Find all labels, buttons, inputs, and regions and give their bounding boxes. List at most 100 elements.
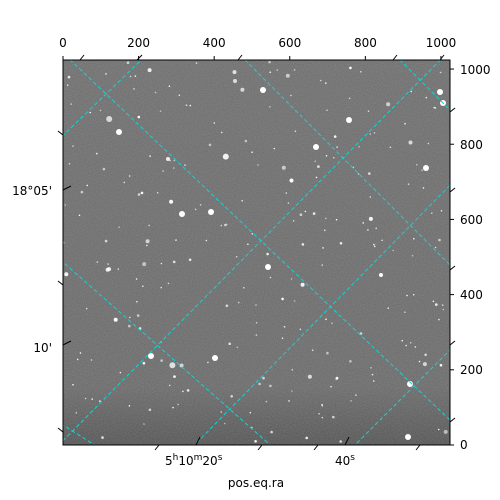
y-tick-label-600: 600 — [460, 213, 483, 227]
star — [213, 122, 216, 124]
star — [422, 187, 425, 189]
star — [169, 362, 176, 369]
star — [438, 318, 440, 321]
star — [149, 155, 151, 157]
star — [369, 133, 372, 135]
right-y-tick-labels: 0 200 400 600 800 1000 — [460, 63, 491, 452]
dec-tick-label-10: 10' — [33, 341, 52, 355]
star — [80, 190, 84, 194]
top-x-tick-labels: 0 200 400 600 800 1000 — [59, 36, 456, 50]
star — [96, 152, 98, 155]
star — [126, 61, 130, 64]
star — [288, 400, 290, 402]
star — [90, 359, 93, 361]
star — [255, 304, 257, 306]
star — [166, 157, 170, 161]
star — [335, 218, 338, 221]
grid-line-4 — [69, 60, 450, 421]
star — [64, 204, 67, 206]
star — [301, 243, 305, 246]
star — [339, 242, 343, 245]
star — [194, 208, 197, 211]
dec-tick — [62, 340, 72, 346]
star — [269, 384, 272, 388]
star — [325, 154, 328, 157]
stars-layer — [63, 60, 448, 443]
x-axis-title: pos.eq.ra — [228, 476, 284, 490]
star — [321, 405, 324, 407]
star — [312, 212, 316, 215]
star — [367, 229, 369, 231]
star — [244, 139, 248, 143]
star — [91, 398, 93, 400]
star — [410, 90, 413, 93]
star — [368, 216, 373, 221]
star — [285, 192, 288, 194]
star — [236, 346, 239, 349]
star — [368, 172, 371, 175]
edge-tick — [154, 444, 160, 451]
bright-star — [212, 355, 218, 361]
star — [64, 272, 69, 277]
star — [195, 62, 198, 64]
star — [159, 110, 162, 112]
star — [72, 145, 74, 147]
edge-tick — [79, 54, 85, 61]
star — [373, 243, 375, 246]
star — [167, 282, 170, 285]
star — [123, 181, 126, 184]
star — [404, 311, 406, 314]
star — [265, 400, 268, 403]
star — [299, 328, 302, 331]
star — [148, 408, 152, 412]
star — [135, 278, 138, 280]
star — [266, 252, 269, 256]
star — [401, 339, 404, 342]
star — [386, 102, 391, 107]
star — [168, 85, 171, 87]
star — [249, 411, 252, 414]
star — [154, 91, 157, 94]
dec-tick-labels: 18°05' 10' — [12, 184, 52, 355]
star — [184, 164, 186, 166]
star — [134, 75, 137, 77]
star — [179, 363, 184, 368]
star — [173, 375, 176, 378]
star — [413, 237, 415, 240]
star — [392, 249, 395, 252]
edge-tick — [237, 54, 243, 61]
y-tick-label-0: 0 — [460, 438, 468, 452]
star — [241, 199, 243, 202]
star — [339, 440, 343, 443]
star — [255, 322, 258, 324]
x-tick-label-800: 800 — [354, 36, 377, 50]
star — [128, 175, 131, 177]
star — [299, 213, 303, 216]
star — [287, 202, 290, 204]
star — [407, 183, 410, 185]
star — [300, 282, 305, 287]
star — [76, 358, 79, 361]
star — [350, 400, 352, 402]
bright-star — [179, 211, 185, 217]
star — [96, 261, 99, 263]
star — [294, 130, 297, 133]
star — [326, 351, 329, 355]
star — [137, 115, 141, 119]
star — [434, 246, 437, 249]
star — [262, 376, 265, 380]
ra-tick — [195, 436, 201, 446]
bright-star — [208, 209, 214, 215]
star — [136, 314, 140, 317]
edge-tick — [449, 187, 456, 193]
star — [255, 334, 258, 336]
star — [359, 332, 363, 335]
star — [437, 428, 440, 431]
star — [173, 159, 175, 162]
x-tick-label-600: 600 — [278, 36, 301, 50]
edge-tick — [449, 107, 456, 113]
star — [254, 440, 257, 443]
star — [315, 176, 318, 179]
star — [349, 66, 352, 70]
star — [129, 75, 132, 78]
